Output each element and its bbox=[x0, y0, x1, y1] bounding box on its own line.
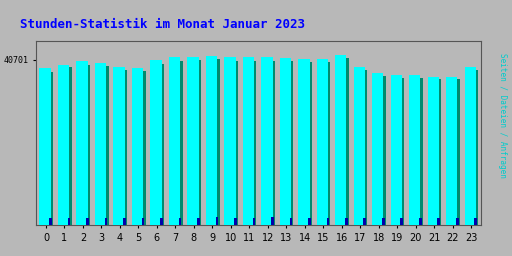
Bar bbox=[316, 59, 328, 225]
Bar bbox=[134, 71, 145, 225]
Bar bbox=[430, 79, 441, 225]
Bar bbox=[179, 218, 181, 225]
Bar bbox=[60, 67, 72, 225]
Bar bbox=[354, 67, 365, 225]
Bar bbox=[245, 61, 257, 225]
Bar bbox=[169, 57, 180, 225]
Bar bbox=[76, 61, 88, 225]
Bar bbox=[189, 60, 201, 225]
Bar bbox=[400, 218, 403, 225]
Bar bbox=[412, 78, 423, 225]
Bar bbox=[475, 218, 477, 225]
Bar bbox=[227, 61, 238, 225]
Bar bbox=[271, 217, 274, 225]
Bar bbox=[372, 73, 383, 225]
Bar bbox=[58, 65, 69, 225]
Bar bbox=[113, 67, 125, 225]
Bar bbox=[428, 77, 439, 225]
Bar bbox=[393, 78, 404, 225]
Bar bbox=[116, 70, 127, 225]
Bar bbox=[374, 76, 386, 225]
Bar bbox=[337, 58, 349, 225]
Bar bbox=[464, 67, 476, 225]
Bar bbox=[123, 218, 126, 225]
Bar bbox=[308, 218, 311, 225]
Bar bbox=[319, 62, 330, 225]
Bar bbox=[68, 218, 71, 225]
Bar bbox=[208, 59, 220, 225]
Bar bbox=[290, 218, 292, 225]
Text: Stunden-Statistik im Monat Januar 2023: Stunden-Statistik im Monat Januar 2023 bbox=[20, 18, 306, 31]
Bar bbox=[86, 218, 89, 225]
Bar bbox=[95, 63, 106, 225]
Bar bbox=[224, 57, 236, 225]
Bar bbox=[171, 61, 183, 225]
Bar bbox=[39, 68, 51, 225]
Bar bbox=[391, 75, 402, 225]
Bar bbox=[382, 218, 385, 225]
Bar bbox=[97, 66, 109, 225]
Bar bbox=[456, 218, 459, 225]
Bar bbox=[132, 68, 143, 225]
Bar bbox=[216, 217, 218, 225]
Bar bbox=[301, 62, 312, 225]
Bar bbox=[105, 218, 108, 225]
Bar bbox=[264, 61, 275, 225]
Bar bbox=[345, 218, 348, 225]
Bar bbox=[42, 72, 53, 225]
Bar bbox=[252, 218, 255, 225]
Bar bbox=[79, 65, 90, 225]
Bar bbox=[364, 218, 366, 225]
Bar bbox=[142, 218, 144, 225]
Bar bbox=[449, 79, 460, 225]
Bar bbox=[409, 75, 420, 225]
Bar bbox=[327, 218, 329, 225]
Bar bbox=[419, 218, 422, 225]
Bar bbox=[234, 218, 237, 225]
Bar bbox=[153, 64, 164, 225]
Bar bbox=[282, 61, 293, 225]
Bar bbox=[187, 57, 199, 225]
Bar bbox=[356, 70, 368, 225]
Bar bbox=[437, 218, 440, 225]
Bar bbox=[206, 56, 217, 225]
Bar bbox=[298, 59, 310, 225]
Bar bbox=[197, 218, 200, 225]
Bar bbox=[446, 77, 457, 225]
Bar bbox=[243, 57, 254, 225]
Bar bbox=[335, 55, 347, 225]
Bar bbox=[160, 218, 163, 225]
Bar bbox=[151, 60, 162, 225]
Bar bbox=[280, 58, 291, 225]
Bar bbox=[49, 218, 52, 225]
Bar bbox=[261, 57, 272, 225]
Text: Seiten / Dateien / Anfragen: Seiten / Dateien / Anfragen bbox=[498, 53, 507, 178]
Bar bbox=[467, 70, 478, 225]
